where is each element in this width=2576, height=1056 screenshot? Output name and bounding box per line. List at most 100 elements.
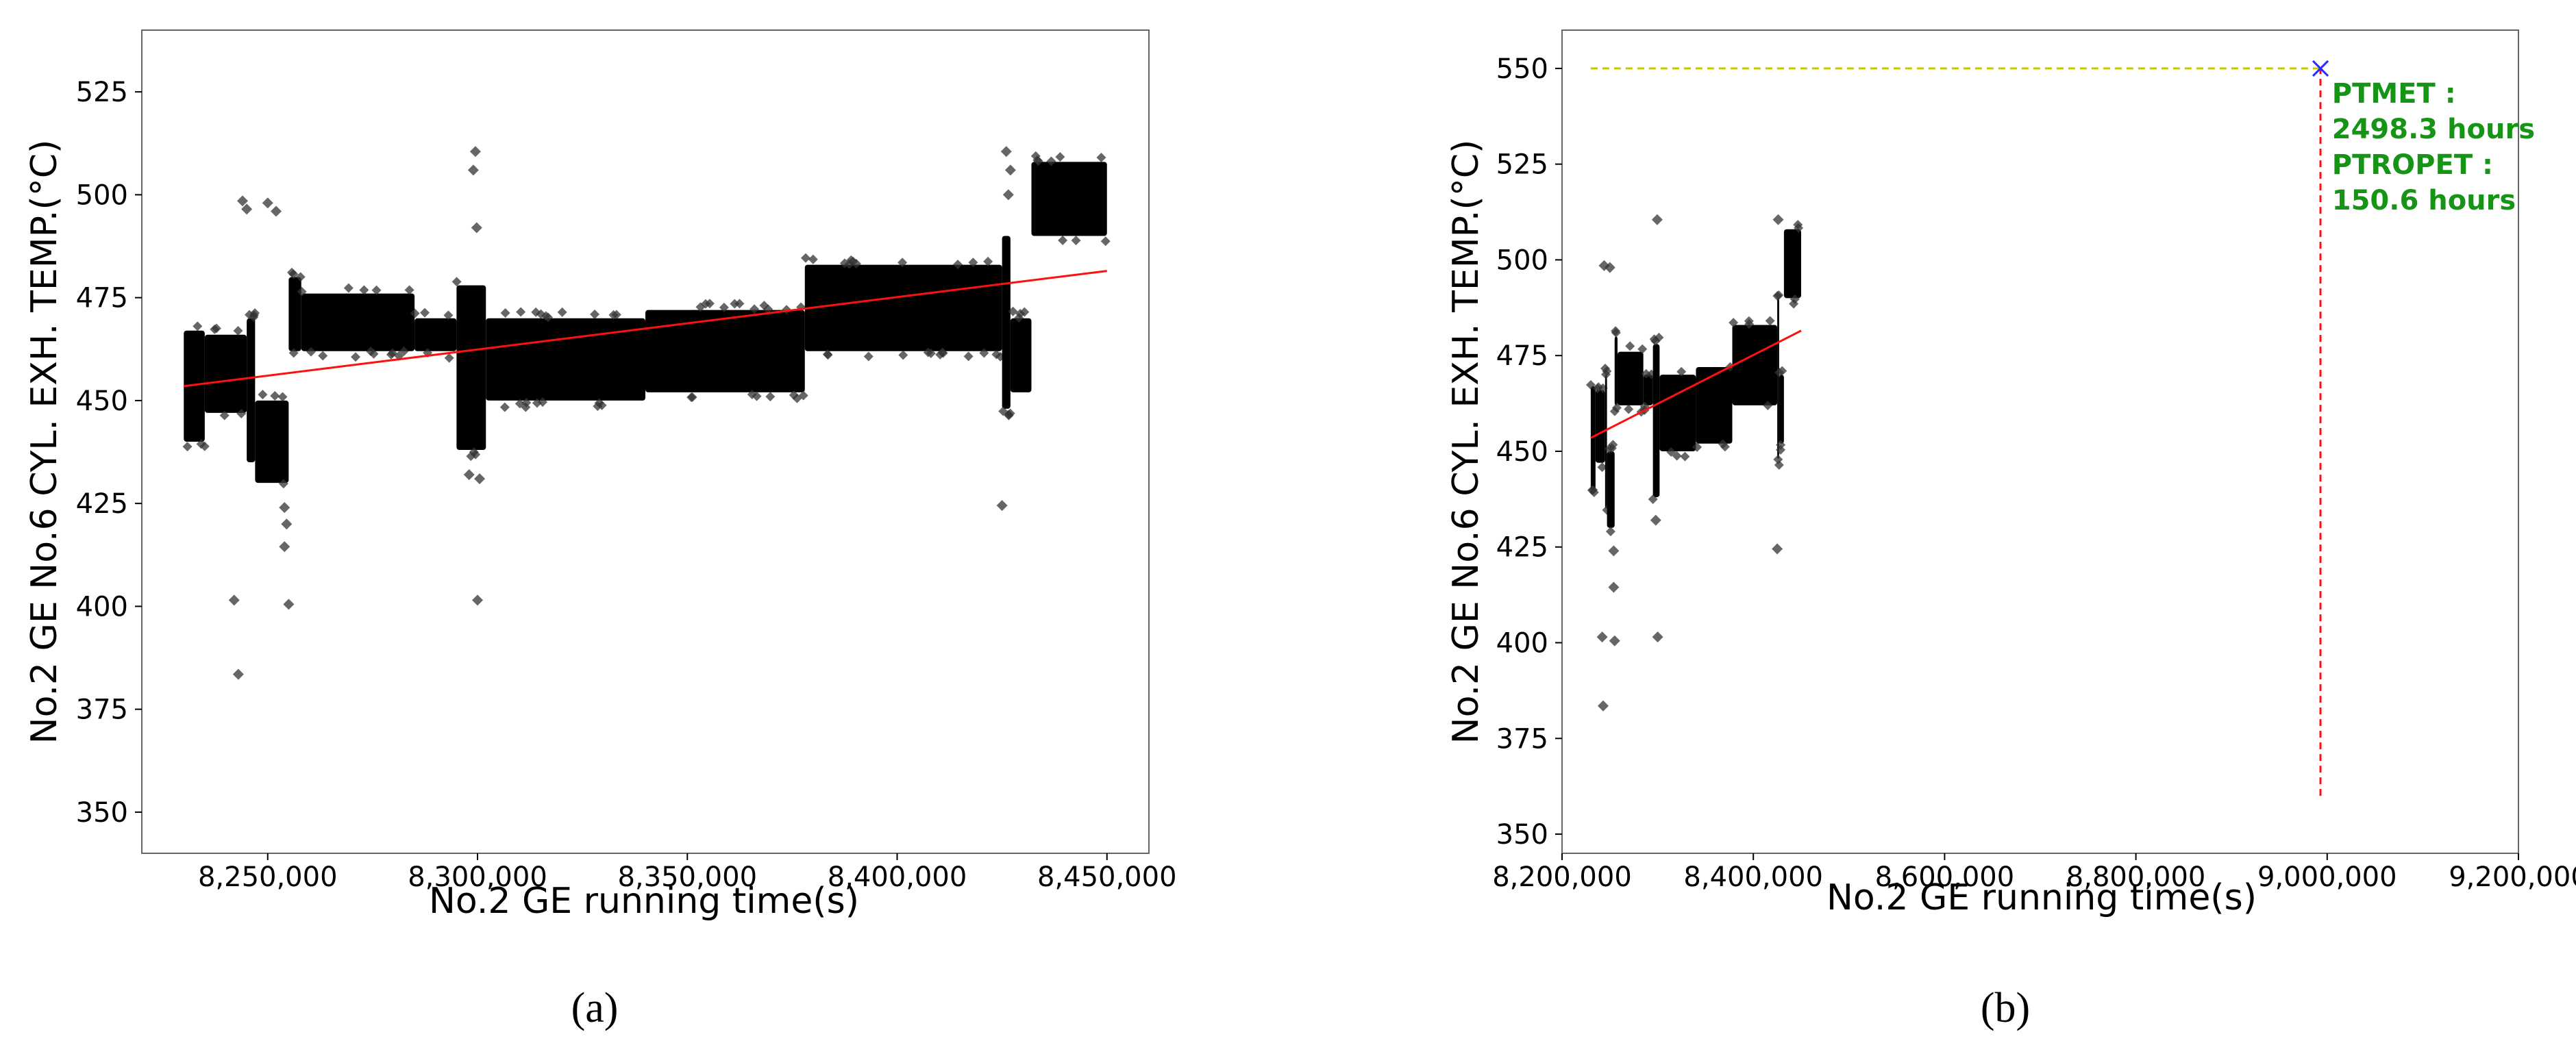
data-point: [750, 304, 760, 314]
outlier-point: [469, 146, 481, 158]
data-point: [371, 285, 382, 295]
data-point: [1611, 403, 1622, 413]
data-point-cluster: [486, 318, 645, 401]
data-point-cluster: [1590, 386, 1596, 490]
data-point: [1744, 316, 1754, 326]
data-point: [765, 392, 776, 402]
outlier-point: [1604, 262, 1615, 273]
data-point: [953, 260, 963, 270]
data-point-cluster: [1010, 318, 1032, 392]
y-tick-label: 425: [1496, 532, 1548, 564]
data-point: [258, 390, 268, 400]
outlier-point: [1004, 164, 1016, 176]
data-point: [963, 351, 974, 362]
outlier-point: [1000, 146, 1012, 158]
data-point: [521, 397, 532, 407]
data-point: [359, 285, 369, 295]
data-point: [1046, 156, 1056, 166]
data-point: [1774, 290, 1784, 300]
data-point: [808, 254, 818, 264]
data-point: [410, 308, 420, 318]
data-point: [611, 310, 621, 320]
x-axis-ticks: 8,250,000 8,300,000 8,350,000 8,400,000 8,45…: [198, 853, 1177, 893]
y-axis-label: No.2 GE No.6 CYL. EXH. TEMP.(°C): [24, 140, 65, 744]
data-point: [1096, 153, 1106, 163]
ptmet-annotation: PTMET : 2498.3 hours PTROPET : 150.6 hours: [2332, 78, 2535, 216]
data-point: [1648, 494, 1658, 505]
annotation-line: PTMET :: [2332, 78, 2456, 110]
y-tick-label: 400: [76, 591, 128, 623]
outlier-point: [1651, 214, 1663, 225]
data-point: [1676, 366, 1687, 377]
data-point: [1776, 444, 1786, 455]
y-tick-label: 375: [1496, 723, 1548, 755]
y-axis-label: No.2 GE No.6 CYL. EXH. TEMP.(°C): [1446, 140, 1487, 744]
y-tick-label: 425: [76, 488, 128, 520]
data-point: [730, 299, 740, 309]
y-tick-label: 500: [1496, 244, 1548, 276]
data-point-cluster: [247, 318, 256, 463]
data-point: [1589, 487, 1599, 497]
data-point: [1600, 363, 1610, 373]
data-point: [863, 351, 874, 362]
panel-label: (a): [571, 985, 619, 1031]
data-point-cluster: [1031, 162, 1107, 236]
data-point: [1776, 440, 1786, 450]
data-point: [369, 349, 379, 359]
data-point-cluster: [301, 293, 415, 351]
data-point: [516, 307, 526, 317]
outlier-point: [1596, 631, 1608, 643]
data-point: [386, 349, 396, 360]
data-point-cluster: [1783, 229, 1801, 299]
outlier-point: [237, 195, 248, 207]
outlier-point: [1608, 581, 1620, 593]
data-point: [420, 307, 430, 318]
data-point: [686, 392, 697, 403]
y-axis-ticks: 350 375 400 425 450 475 500 525 550: [1496, 53, 1562, 851]
outlier-point: [1608, 545, 1620, 557]
data-point: [531, 307, 541, 317]
data-point: [451, 277, 462, 287]
data-point-cluster: [1659, 375, 1696, 451]
data-point: [1672, 451, 1682, 461]
data-point: [1100, 236, 1111, 247]
outlier-point: [1772, 214, 1784, 225]
data-point: [1033, 156, 1043, 166]
scatter-points-group: [1585, 220, 1804, 537]
outlier-point: [1609, 635, 1620, 646]
data-point: [800, 253, 810, 263]
data-point: [1649, 334, 1659, 344]
data-point-cluster: [804, 264, 1002, 351]
data-point: [897, 257, 908, 268]
data-point: [898, 350, 908, 360]
data-point: [500, 308, 510, 318]
data-point: [1680, 451, 1690, 462]
data-point: [211, 323, 221, 334]
outlier-point: [281, 518, 293, 530]
y-tick-label: 475: [76, 283, 128, 314]
x-tick-label: 8,200,000: [1492, 862, 1632, 893]
x-tick-label: 8,350,000: [617, 862, 757, 893]
data-point-cluster: [1652, 344, 1660, 498]
data-point: [759, 301, 769, 311]
data-point: [1058, 236, 1068, 246]
outlier-point: [1650, 514, 1661, 526]
data-point: [219, 410, 230, 420]
y-tick-label: 550: [1496, 53, 1548, 85]
data-point: [968, 257, 978, 268]
outlier-point: [1652, 631, 1663, 643]
data-point: [444, 353, 454, 363]
data-point: [538, 397, 548, 407]
outlier-point: [228, 594, 240, 606]
data-point: [193, 321, 203, 331]
data-point: [1765, 316, 1775, 326]
data-point: [1789, 294, 1800, 304]
data-point: [823, 350, 833, 360]
x-axis-label: No.2 GE running time(s): [1826, 877, 2257, 918]
data-point: [926, 348, 936, 358]
data-point: [979, 348, 989, 358]
data-point-cluster: [414, 318, 457, 351]
data-point: [318, 351, 328, 361]
y-tick-label: 350: [1496, 819, 1548, 851]
data-point: [250, 308, 260, 318]
